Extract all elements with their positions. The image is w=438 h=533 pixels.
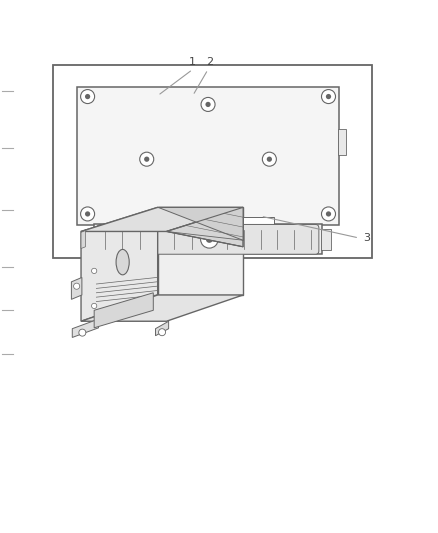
Polygon shape [94, 293, 153, 328]
Circle shape [201, 231, 218, 248]
Circle shape [321, 90, 336, 103]
Circle shape [326, 211, 331, 216]
Circle shape [267, 157, 272, 162]
Circle shape [321, 207, 336, 221]
Polygon shape [166, 207, 243, 247]
Circle shape [74, 283, 80, 289]
Text: 2: 2 [206, 57, 213, 67]
Circle shape [85, 211, 90, 216]
Polygon shape [81, 207, 243, 231]
Polygon shape [71, 278, 82, 300]
Circle shape [144, 157, 149, 162]
Bar [85, 229, 95, 250]
Ellipse shape [116, 249, 129, 275]
Circle shape [92, 268, 97, 273]
Bar [94, 224, 322, 254]
FancyBboxPatch shape [97, 224, 319, 254]
Circle shape [326, 94, 331, 99]
Bar [338, 128, 346, 155]
Text: 1: 1 [189, 57, 196, 67]
Circle shape [159, 329, 166, 336]
Circle shape [201, 98, 215, 111]
Circle shape [81, 90, 95, 103]
Bar [140, 216, 274, 226]
Polygon shape [158, 207, 243, 240]
Bar [53, 65, 372, 258]
Bar [77, 87, 339, 225]
Polygon shape [155, 321, 169, 336]
Polygon shape [72, 319, 99, 337]
Circle shape [140, 152, 154, 166]
Text: 3: 3 [364, 233, 371, 243]
Bar [321, 229, 331, 250]
Circle shape [206, 236, 213, 243]
Polygon shape [81, 295, 243, 321]
Circle shape [205, 102, 211, 107]
Circle shape [92, 303, 97, 309]
Circle shape [79, 329, 86, 336]
Circle shape [81, 207, 95, 221]
Polygon shape [81, 231, 85, 248]
Circle shape [85, 94, 90, 99]
Polygon shape [81, 207, 158, 321]
Polygon shape [158, 207, 243, 295]
Circle shape [262, 152, 276, 166]
